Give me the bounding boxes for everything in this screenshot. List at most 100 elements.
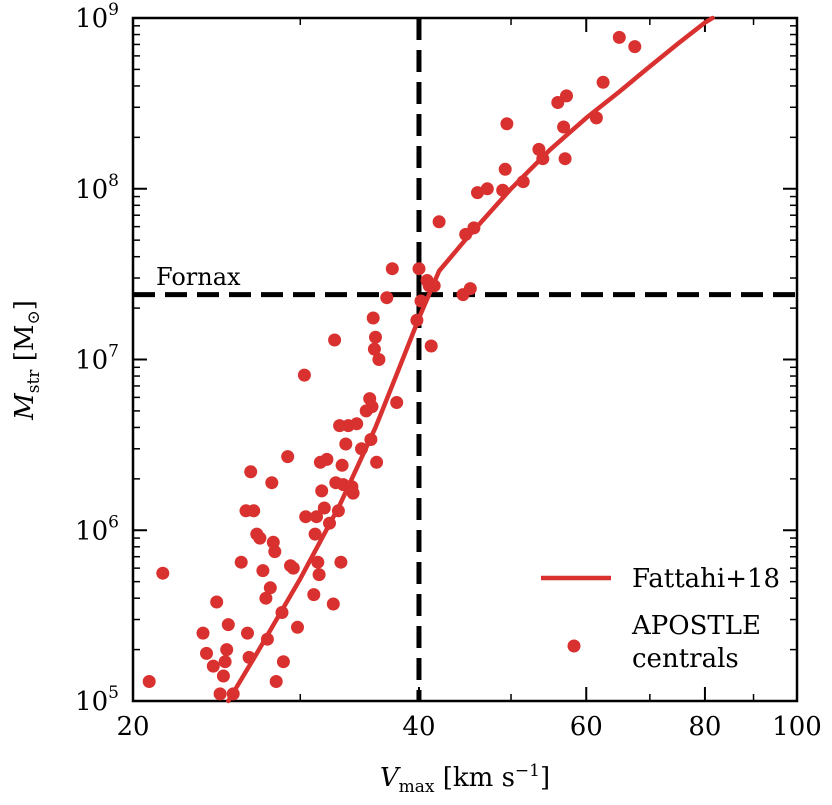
scatter-point bbox=[558, 152, 572, 166]
scatter-point bbox=[281, 450, 295, 464]
scatter-point bbox=[320, 452, 334, 466]
scatter-point bbox=[286, 561, 300, 575]
sun-symbol: ⊙ bbox=[24, 310, 44, 324]
scatter-point bbox=[432, 215, 446, 229]
scatter-point bbox=[142, 675, 156, 688]
legend: Fattahi+18 APOSTLE centrals bbox=[541, 564, 780, 674]
scatter-point bbox=[213, 687, 227, 701]
scatter-point bbox=[221, 618, 235, 632]
scatter-point bbox=[310, 510, 323, 524]
scatter-point bbox=[372, 353, 386, 366]
scatter-point bbox=[328, 333, 342, 347]
fit-curve-layer bbox=[226, 15, 715, 704]
scatter-points bbox=[142, 30, 642, 701]
scatter-point bbox=[596, 75, 610, 89]
scatter-point bbox=[260, 632, 274, 646]
scatter-point bbox=[216, 669, 230, 683]
scatter-point bbox=[365, 400, 379, 414]
x-axis-title: Vmax [km s−1] bbox=[380, 761, 550, 797]
scatter-point bbox=[536, 152, 550, 166]
scatter-point bbox=[244, 465, 258, 479]
scatter-point bbox=[307, 588, 321, 602]
legend-label-points-line2: centrals bbox=[632, 644, 739, 674]
scatter-point bbox=[612, 30, 626, 44]
x-tick-label: 60 bbox=[570, 712, 603, 742]
x-tick-label: 20 bbox=[116, 712, 149, 742]
scatter-point bbox=[200, 646, 213, 660]
x-tick-labels: 20 40 60 80 100 bbox=[116, 712, 821, 742]
scatter-point bbox=[234, 555, 248, 569]
scatter-point bbox=[263, 581, 277, 595]
scatter-point bbox=[196, 626, 210, 640]
scatter-point bbox=[355, 442, 368, 456]
scatter-point bbox=[315, 484, 329, 498]
scatter-point bbox=[220, 643, 234, 657]
scatter-point bbox=[218, 655, 232, 669]
scatter-point bbox=[471, 186, 484, 200]
scatter-point bbox=[275, 606, 289, 619]
scatter-point bbox=[350, 417, 364, 431]
scatter-point bbox=[380, 291, 394, 305]
legend-dot-marker bbox=[567, 639, 581, 653]
minor-ticks bbox=[133, 18, 797, 701]
scatter-point bbox=[259, 591, 273, 605]
scatter-point bbox=[339, 437, 353, 451]
scatter-point bbox=[427, 279, 441, 293]
scatter-point bbox=[308, 527, 322, 541]
scatter-point bbox=[331, 504, 345, 518]
fit-curve bbox=[226, 15, 715, 704]
y-tick-label: 108 bbox=[75, 171, 119, 205]
scatter-point bbox=[242, 650, 256, 664]
scatter-point bbox=[560, 89, 573, 103]
scatter-point bbox=[311, 555, 325, 569]
scatter-point bbox=[410, 313, 424, 327]
y-tick-label: 107 bbox=[75, 342, 119, 376]
legend-label-fit: Fattahi+18 bbox=[632, 564, 780, 594]
scatter-point bbox=[385, 262, 399, 276]
scatter-point bbox=[496, 183, 510, 197]
scatter-point bbox=[498, 162, 512, 176]
scatter-point bbox=[412, 262, 426, 276]
scatter-point bbox=[210, 595, 224, 609]
scatter-point bbox=[291, 620, 304, 634]
legend-label-points: APOSTLE bbox=[631, 611, 761, 641]
scatter-point bbox=[297, 368, 311, 382]
fornax-annotation: Fornax bbox=[156, 263, 241, 291]
y-tick-labels: 105 106 107 108 109 bbox=[75, 0, 119, 717]
y-tick-label: 106 bbox=[75, 512, 119, 546]
y-axis-title: Mstr [M⊙] bbox=[10, 300, 44, 421]
scatter-point bbox=[480, 182, 494, 196]
scatter-point bbox=[312, 568, 326, 582]
scatter-point bbox=[364, 433, 378, 446]
scatter-point bbox=[628, 40, 642, 54]
scatter-point bbox=[367, 342, 381, 356]
y-tick-label: 105 bbox=[75, 683, 119, 717]
scatter-point bbox=[414, 294, 428, 308]
x-tick-label: 80 bbox=[688, 712, 721, 742]
scatter-point bbox=[334, 555, 348, 569]
plot-frame bbox=[131, 16, 799, 703]
scatter-point bbox=[299, 510, 313, 524]
scatter-point bbox=[247, 504, 261, 518]
scatter-point bbox=[156, 566, 170, 580]
scatter-point bbox=[241, 626, 254, 640]
scatter-point bbox=[226, 687, 240, 701]
scatter-point bbox=[557, 120, 571, 134]
scatter-point bbox=[500, 117, 514, 131]
reference-lines bbox=[133, 18, 797, 701]
scatter-point bbox=[463, 282, 477, 296]
scatter-point bbox=[370, 455, 384, 469]
scatter-point bbox=[268, 545, 282, 559]
scatter-point bbox=[589, 111, 603, 125]
scatter-point bbox=[390, 396, 404, 409]
scatter-point bbox=[269, 675, 283, 688]
scatter-point bbox=[326, 597, 340, 611]
y-tick-label: 109 bbox=[75, 0, 119, 34]
scatter-point bbox=[369, 330, 382, 344]
scatter-point bbox=[276, 655, 290, 669]
scatter-point bbox=[335, 458, 349, 472]
scatter-point bbox=[265, 476, 279, 490]
scatter-point bbox=[516, 175, 530, 189]
scatter-point bbox=[366, 311, 380, 325]
